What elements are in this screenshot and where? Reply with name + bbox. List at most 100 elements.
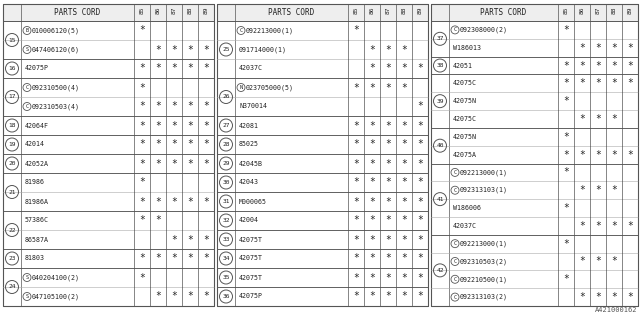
Text: *: * — [417, 158, 423, 169]
Text: N: N — [239, 85, 243, 90]
Text: *: * — [385, 215, 391, 226]
Text: *: * — [139, 63, 145, 74]
Bar — [3, 21, 214, 59]
Text: *: * — [563, 96, 569, 106]
Text: *: * — [627, 60, 633, 70]
Text: 22: 22 — [8, 228, 16, 233]
Bar — [217, 192, 428, 211]
Text: 42043: 42043 — [239, 180, 259, 186]
Text: *: * — [369, 178, 375, 188]
Bar — [3, 173, 214, 211]
Text: 42075P: 42075P — [239, 293, 263, 300]
Text: *: * — [369, 273, 375, 283]
Text: 42064F: 42064F — [25, 123, 49, 129]
Text: *: * — [203, 253, 209, 263]
Text: 85: 85 — [353, 6, 358, 14]
Text: 86587A: 86587A — [25, 236, 49, 243]
Bar — [217, 154, 428, 173]
Text: 87: 87 — [385, 6, 390, 14]
Text: *: * — [401, 196, 407, 206]
Text: *: * — [563, 167, 569, 177]
Text: *: * — [139, 121, 145, 131]
Text: *: * — [385, 196, 391, 206]
Text: *: * — [385, 273, 391, 283]
Text: *: * — [385, 253, 391, 263]
Text: 86: 86 — [156, 6, 161, 14]
Text: 27: 27 — [222, 123, 230, 128]
Text: *: * — [611, 292, 617, 302]
Text: S: S — [26, 275, 29, 280]
Text: PARTS CORD: PARTS CORD — [54, 8, 100, 17]
Text: *: * — [401, 158, 407, 169]
Text: *: * — [401, 235, 407, 244]
Text: *: * — [369, 158, 375, 169]
Text: *: * — [401, 63, 407, 74]
Text: *: * — [353, 292, 359, 301]
Text: W186013: W186013 — [453, 45, 481, 51]
Text: *: * — [353, 140, 359, 149]
Text: C: C — [453, 188, 456, 193]
Text: 16: 16 — [8, 66, 16, 71]
Text: *: * — [353, 83, 359, 92]
Text: C: C — [453, 170, 456, 175]
Text: *: * — [563, 25, 569, 35]
Text: 57386C: 57386C — [25, 218, 49, 223]
Text: *: * — [155, 292, 161, 301]
Text: *: * — [401, 140, 407, 149]
Text: *: * — [401, 178, 407, 188]
Text: *: * — [385, 235, 391, 244]
Text: C: C — [26, 85, 29, 90]
Text: *: * — [611, 256, 617, 267]
Text: *: * — [579, 114, 585, 124]
Text: *: * — [353, 26, 359, 36]
Text: *: * — [563, 132, 569, 142]
Text: 15: 15 — [8, 37, 16, 43]
Text: *: * — [369, 292, 375, 301]
Bar — [217, 230, 428, 249]
Bar — [3, 4, 214, 306]
Text: 39: 39 — [436, 99, 444, 104]
Bar — [431, 235, 638, 306]
Text: *: * — [563, 203, 569, 213]
Text: 42014: 42014 — [25, 141, 45, 148]
Text: *: * — [385, 121, 391, 131]
Text: 42037C: 42037C — [239, 66, 263, 71]
Text: *: * — [187, 44, 193, 54]
Text: 17: 17 — [8, 94, 16, 100]
Text: *: * — [595, 185, 601, 195]
Text: *: * — [627, 43, 633, 53]
Text: *: * — [369, 140, 375, 149]
Text: *: * — [369, 121, 375, 131]
Bar — [217, 4, 428, 21]
Text: 42037C: 42037C — [453, 223, 477, 229]
Text: *: * — [155, 44, 161, 54]
Text: 31: 31 — [222, 199, 230, 204]
Text: *: * — [627, 292, 633, 302]
Text: *: * — [611, 221, 617, 231]
Text: 42075C: 42075C — [453, 116, 477, 122]
Text: *: * — [171, 253, 177, 263]
Text: 42075A: 42075A — [453, 152, 477, 157]
Text: 023705000(5): 023705000(5) — [246, 84, 294, 91]
Text: *: * — [385, 292, 391, 301]
Text: *: * — [563, 60, 569, 70]
Bar — [3, 116, 214, 135]
Text: *: * — [139, 253, 145, 263]
Text: *: * — [187, 101, 193, 111]
Text: *: * — [369, 235, 375, 244]
Text: *: * — [187, 158, 193, 169]
Text: *: * — [401, 253, 407, 263]
Text: 42: 42 — [436, 268, 444, 273]
Text: *: * — [563, 149, 569, 160]
Text: 26: 26 — [222, 94, 230, 100]
Text: 092213000(1): 092213000(1) — [246, 27, 294, 34]
Text: *: * — [417, 273, 423, 283]
Text: *: * — [203, 101, 209, 111]
Text: *: * — [171, 140, 177, 149]
Bar — [431, 57, 638, 75]
Text: *: * — [155, 121, 161, 131]
Text: *: * — [369, 63, 375, 74]
Bar — [217, 287, 428, 306]
Text: 092213000(1): 092213000(1) — [460, 240, 508, 247]
Text: *: * — [595, 149, 601, 160]
